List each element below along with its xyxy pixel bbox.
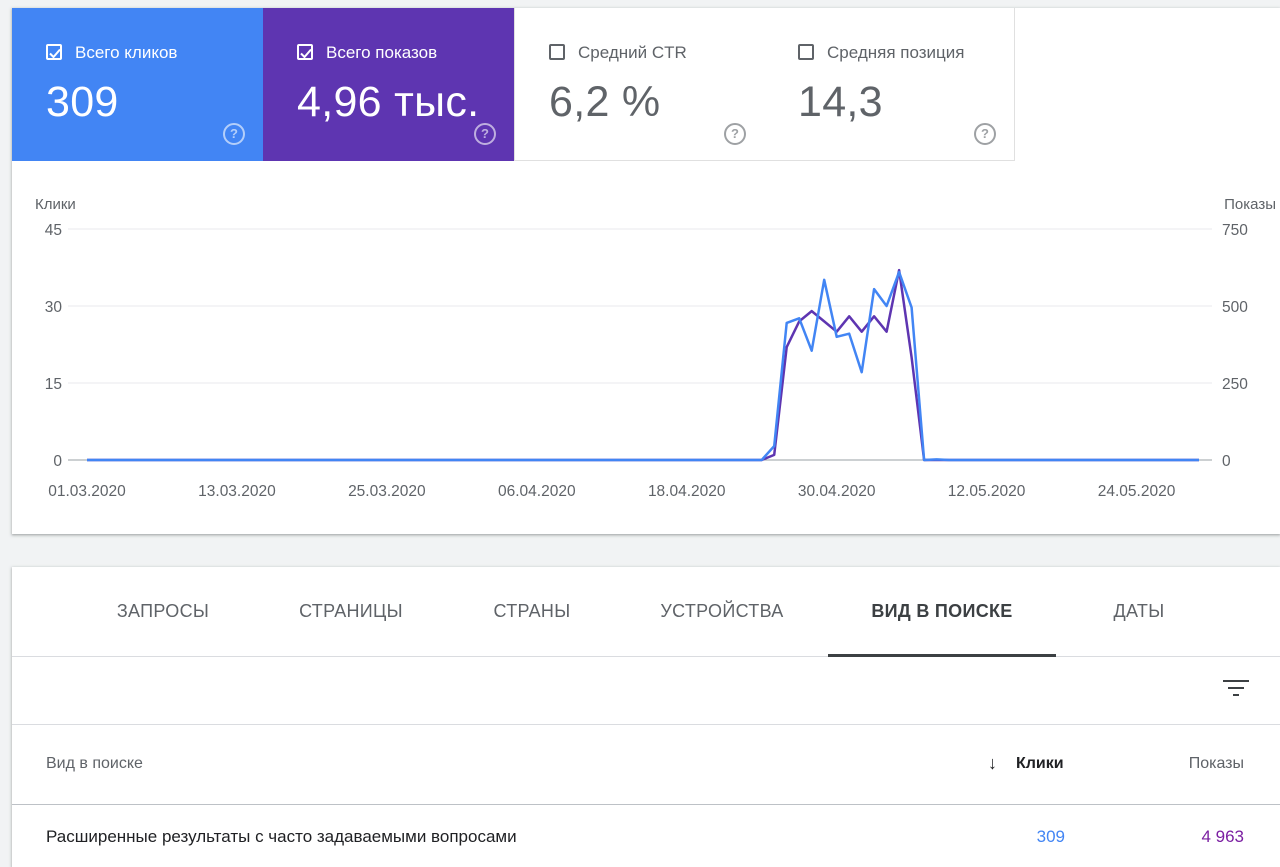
performance-chart[interactable]: 45 30 15 0 750 500 250 0 01.03.2020 13.03.2020 25.… <box>12 8 1280 534</box>
column-header-clicks[interactable]: Клики <box>1016 755 1064 772</box>
column-header-impressions[interactable]: Показы <box>1188 755 1244 772</box>
y-tick-label-left: 0 <box>53 453 62 470</box>
performance-card: Всего кликов 309 ? Всего показов 4,96 ты… <box>12 8 1280 534</box>
right-axis-title: Показы <box>1224 196 1276 213</box>
metric-label: Всего показов <box>326 43 438 62</box>
help-icon[interactable]: ? <box>724 123 746 145</box>
metric-total-impressions[interactable]: Всего показов 4,96 тыс. ? <box>263 8 514 161</box>
y-tick-label-left: 15 <box>45 376 62 393</box>
metric-label: Средний CTR <box>578 43 687 62</box>
metric-value: 309 <box>46 78 119 126</box>
tab-queries[interactable]: ЗАПРОСЫ <box>116 601 210 621</box>
help-icon[interactable]: ? <box>974 123 996 145</box>
x-tick-label: 24.05.2020 <box>1098 483 1176 500</box>
help-icon[interactable]: ? <box>223 123 245 145</box>
x-tick-label: 12.05.2020 <box>948 483 1026 500</box>
tab-dates[interactable]: ДАТЫ <box>1113 601 1165 621</box>
column-header-search-appearance[interactable]: Вид в поиске <box>46 755 143 772</box>
metric-average-position[interactable]: Средняя позиция 14,3 ? <box>764 8 1015 161</box>
metric-value: 14,3 <box>798 78 883 126</box>
filter-icon[interactable] <box>1223 677 1249 699</box>
filter-toolbar <box>12 657 1280 725</box>
checkbox-checked-icon[interactable] <box>297 44 313 60</box>
metric-label: Всего кликов <box>75 43 178 62</box>
help-icon[interactable]: ? <box>474 123 496 145</box>
metric-value: 6,2 % <box>549 78 661 126</box>
tab-pages[interactable]: СТРАНИЦЫ <box>299 601 403 621</box>
table-row[interactable]: Расширенные результаты с часто задаваемы… <box>12 805 1280 867</box>
x-tick-label: 01.03.2020 <box>48 483 126 500</box>
table-header: Вид в поиске ↓ Клики Показы <box>12 725 1280 805</box>
tab-search-appearance[interactable]: ВИД В ПОИСКЕ <box>828 567 1056 657</box>
checkbox-unchecked-icon[interactable] <box>549 44 565 60</box>
y-tick-label-left: 45 <box>45 222 62 239</box>
dimension-tabs: ЗАПРОСЫ СТРАНИЦЫ СТРАНЫ УСТРОЙСТВА ВИД В… <box>12 567 1280 657</box>
tab-countries[interactable]: СТРАНЫ <box>493 601 571 621</box>
table-card: ЗАПРОСЫ СТРАНИЦЫ СТРАНЫ УСТРОЙСТВА ВИД В… <box>12 567 1280 867</box>
y-tick-label-left: 30 <box>45 299 63 316</box>
y-tick-label-right: 500 <box>1222 299 1248 316</box>
metric-average-ctr[interactable]: Средний CTR 6,2 % ? <box>514 8 765 161</box>
row-impressions: 4 963 <box>1201 827 1244 846</box>
metric-total-clicks[interactable]: Всего кликов 309 ? <box>12 8 263 161</box>
series-line-impressions <box>87 270 1199 462</box>
x-tick-label: 06.04.2020 <box>498 483 576 500</box>
checkbox-unchecked-icon[interactable] <box>798 44 814 60</box>
y-tick-label-right: 0 <box>1222 453 1231 470</box>
checkbox-checked-icon[interactable] <box>46 44 62 60</box>
row-clicks: 309 <box>1036 827 1065 846</box>
metric-value: 4,96 тыс. <box>297 78 480 126</box>
x-tick-label: 13.03.2020 <box>198 483 276 500</box>
metric-label: Средняя позиция <box>827 43 965 62</box>
x-tick-label: 25.03.2020 <box>348 483 426 500</box>
row-dimension[interactable]: Расширенные результаты с часто задаваемы… <box>46 827 517 846</box>
tab-devices[interactable]: УСТРОЙСТВА <box>660 601 784 621</box>
x-tick-label: 30.04.2020 <box>798 483 876 500</box>
series-line-clicks <box>87 268 1199 462</box>
y-tick-label-right: 750 <box>1222 222 1248 239</box>
left-axis-title: Клики <box>35 196 76 213</box>
sort-down-icon[interactable]: ↓ <box>988 753 997 773</box>
x-tick-label: 18.04.2020 <box>648 483 726 500</box>
y-tick-label-right: 250 <box>1222 376 1248 393</box>
